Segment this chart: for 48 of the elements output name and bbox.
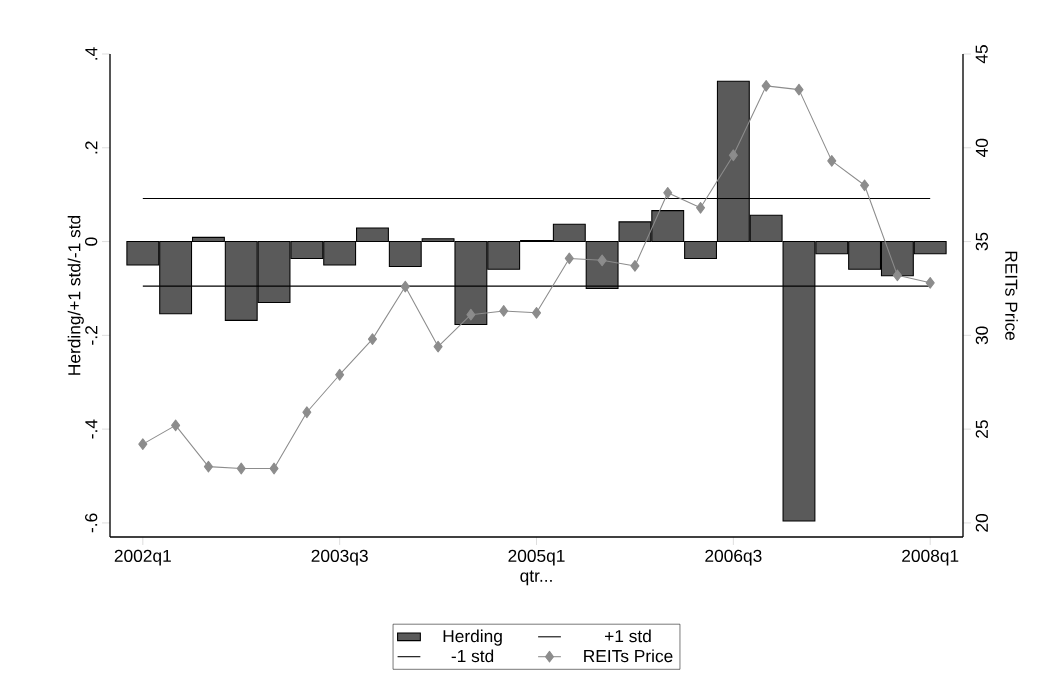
point (433, 340, 443, 353)
x-axis-title: qtr... (520, 570, 552, 586)
point (564, 252, 574, 265)
x-tick-label: 2005q1 (508, 549, 565, 566)
point (728, 149, 738, 162)
y-tick-label: 0 (85, 237, 98, 246)
point (367, 333, 377, 345)
point (269, 462, 279, 475)
point (761, 80, 771, 92)
legend-label: -1 std (451, 649, 494, 663)
point (531, 306, 542, 319)
point (696, 201, 706, 214)
y2-tick-label: 45 (975, 45, 988, 64)
point (925, 276, 935, 289)
point (138, 438, 148, 451)
point (892, 269, 902, 282)
x-tick-label: 2002q1 (114, 549, 171, 566)
y2-tick-label: 20 (975, 513, 988, 532)
point (335, 368, 345, 381)
y-tick-label: -.4 (85, 419, 98, 439)
point (860, 179, 870, 192)
point (499, 305, 509, 317)
y2-axis-title: REITs Price (1005, 251, 1018, 340)
x-tick-label: 2008q1 (902, 549, 959, 566)
point (794, 83, 804, 96)
point (400, 280, 410, 293)
y-tick-label: -.6 (85, 513, 98, 533)
y-tick-label: -.2 (85, 326, 98, 345)
legend-label: Herding (443, 629, 502, 646)
y2-tick-label: 40 (975, 138, 988, 158)
point (466, 308, 476, 321)
y2-tick-label: 25 (975, 420, 988, 438)
point (203, 460, 213, 473)
y2-tick-label: 30 (975, 326, 988, 345)
point (630, 260, 640, 272)
point (236, 462, 246, 475)
y-axis-title: Herding/+1 std/-1 std (67, 215, 84, 375)
y-tick-label: .2 (85, 141, 98, 154)
y-tick-label: .4 (85, 47, 98, 60)
text: +1 std (605, 629, 651, 643)
point (302, 406, 312, 419)
x-tick-label: 2003q3 (311, 549, 368, 566)
point (171, 419, 181, 432)
point (663, 186, 673, 199)
y2-tick-label: 35 (975, 232, 988, 251)
point (827, 155, 837, 167)
legend-label: REITs Price (584, 649, 673, 663)
x-tick-label: 2006q3 (705, 549, 762, 566)
